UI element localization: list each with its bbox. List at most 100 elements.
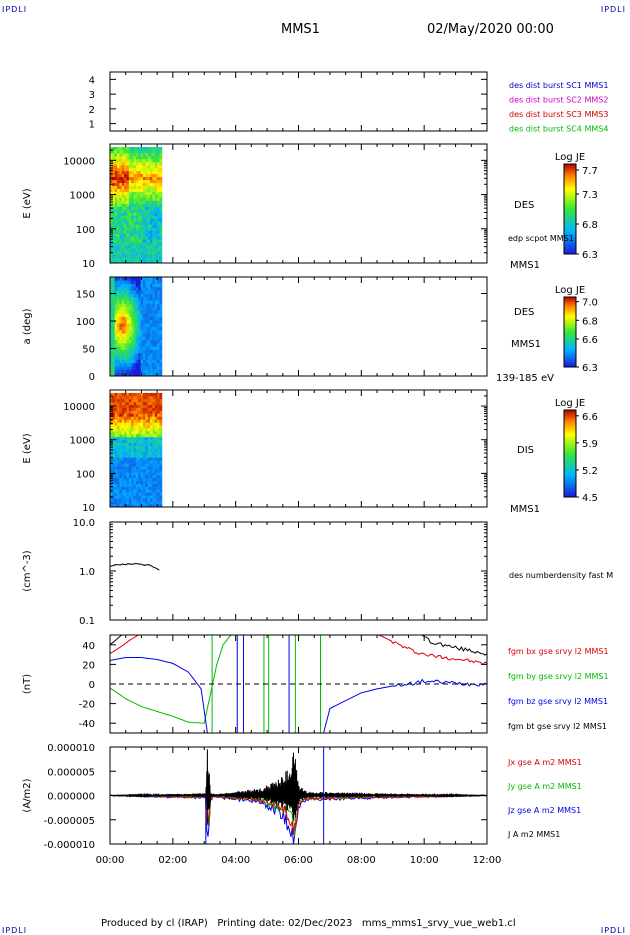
dis-energy-heat-cell bbox=[128, 451, 132, 455]
pitch-heat-cell bbox=[157, 300, 160, 304]
des-energy-heat-cell bbox=[119, 197, 123, 201]
dis-energy-heat-cell bbox=[142, 445, 146, 449]
pitch-heat-cell bbox=[133, 343, 137, 347]
dis-energy-heat-cell bbox=[152, 428, 156, 432]
dis-energy-heat-cell bbox=[135, 468, 139, 473]
pitch-heat-cell bbox=[135, 310, 139, 314]
des-energy-heat-cell bbox=[133, 248, 137, 252]
pitch-heat-cell bbox=[121, 339, 125, 344]
pitch-heat-cell bbox=[112, 362, 116, 367]
des-energy-heat-cell bbox=[159, 152, 163, 157]
des-energy-heat-cell bbox=[121, 230, 125, 234]
des-energy-heat-cell bbox=[110, 185, 113, 190]
pitch-heat-cell bbox=[131, 306, 134, 311]
des-energy-heat-cell bbox=[131, 248, 134, 252]
des-energy-heat-cell bbox=[157, 176, 160, 181]
pitch-heat-cell bbox=[133, 277, 137, 281]
des-energy-heat-cell bbox=[159, 233, 163, 237]
dis-energy-heat-cell bbox=[117, 448, 120, 452]
pitch-heat-cell bbox=[126, 313, 130, 317]
dis-energy-heat-cell bbox=[119, 477, 123, 482]
dis-energy-heat-cell bbox=[157, 430, 160, 435]
dis-energy-heat-cell bbox=[117, 401, 120, 406]
pitch-heat-cell bbox=[124, 316, 127, 321]
pitch-heat-cell bbox=[135, 323, 139, 327]
dis-energy-heat-cell bbox=[114, 504, 118, 508]
dis-energy-heat-cell bbox=[124, 416, 127, 420]
dis-energy-heat-cell bbox=[117, 395, 120, 400]
dis-energy-heat-cell bbox=[126, 436, 130, 441]
des-energy-heat-cell bbox=[150, 254, 153, 258]
pitch-heat-cell bbox=[117, 306, 120, 311]
pitch-heat-cell bbox=[140, 343, 144, 347]
des-energy-heat-cell bbox=[121, 146, 125, 151]
des-energy-heat-cell bbox=[112, 233, 116, 237]
des-energy-heat-cell bbox=[135, 254, 139, 258]
dis-energy-heat-cell bbox=[145, 401, 149, 406]
dis-energy-heat-cell bbox=[142, 501, 146, 505]
des-energy-heat-cell bbox=[112, 230, 116, 234]
des-energy-heat-cell bbox=[114, 254, 118, 258]
dis-energy-heat-cell bbox=[133, 425, 137, 429]
dis-energy-heat-cell bbox=[152, 395, 156, 400]
dis-energy-heat-cell bbox=[110, 492, 113, 496]
des-energy-colorbar bbox=[563, 163, 577, 255]
des-energy-heat-cell bbox=[138, 257, 142, 261]
des-energy-heat-cell bbox=[126, 158, 130, 163]
des-energy-heat-cell bbox=[154, 194, 158, 198]
des-energy-heat-cell bbox=[121, 191, 125, 195]
dis-energy-heat-cell bbox=[121, 457, 125, 461]
pitch-heat-cell bbox=[145, 359, 149, 364]
pitch-heat-cell bbox=[133, 313, 137, 317]
dis-energy-heat-cell bbox=[126, 495, 130, 499]
des-energy-heat-cell bbox=[119, 170, 123, 175]
des-energy-heat-cell bbox=[112, 218, 116, 222]
dis-energy-heat-cell bbox=[157, 483, 160, 487]
des-energy-heat-cell bbox=[140, 194, 144, 198]
current-ylabel: (A/m2) bbox=[22, 778, 33, 812]
des-energy-heat-cell bbox=[135, 167, 139, 172]
dis-energy-heat-cell bbox=[150, 425, 153, 429]
des-energy-heat-cell bbox=[140, 182, 144, 187]
des-energy-heat-cell bbox=[157, 173, 160, 178]
des-energy-heat-cell bbox=[112, 176, 116, 181]
des-energy-heat-cell bbox=[117, 185, 120, 190]
pitch-heat-cell bbox=[128, 339, 132, 344]
dis-energy-heat-cell bbox=[117, 410, 120, 414]
des-energy-heat-cell bbox=[154, 221, 158, 225]
des-energy-heat-cell bbox=[145, 167, 149, 172]
dis-energy-heat-cell bbox=[147, 471, 151, 476]
pitch-heat-cell bbox=[142, 336, 146, 341]
pitch-heat-cell bbox=[114, 329, 118, 334]
des-energy-heat-cell bbox=[133, 251, 137, 255]
dis-energy-heat-cell bbox=[145, 416, 149, 420]
des-energy-heat-cell bbox=[140, 212, 144, 216]
dis-energy-heat-cell bbox=[131, 451, 134, 455]
dis-energy-heat-cell bbox=[112, 407, 116, 411]
dis-energy-heat-cell bbox=[145, 439, 149, 444]
pitch-heat-cell bbox=[121, 356, 125, 360]
pitch-heat-cell bbox=[131, 296, 134, 301]
pitch-heat-cell bbox=[138, 290, 142, 294]
des-energy-heat-cell bbox=[157, 182, 160, 187]
des-energy-heat-cell bbox=[124, 170, 127, 175]
des-energy-heat-cell bbox=[135, 221, 139, 225]
des-energy-heat-cell bbox=[112, 188, 116, 192]
pitch-heat-cell bbox=[128, 329, 132, 334]
pitch-heat-cell bbox=[119, 303, 123, 308]
dis-energy-heat-cell bbox=[110, 442, 113, 446]
des-energy-heat-cell bbox=[119, 194, 123, 198]
dis-energy-heat-cell bbox=[121, 436, 125, 441]
des-energy-heat-cell bbox=[142, 200, 146, 204]
des-energy-heat-cell bbox=[112, 215, 116, 219]
des-energy-heat-cell bbox=[114, 245, 118, 249]
dis-energy-heat-cell bbox=[117, 457, 120, 461]
des-energy-heat-cell bbox=[147, 230, 151, 234]
dis-energy-heat-cell bbox=[150, 442, 153, 446]
pitch-heat-cell bbox=[154, 369, 158, 374]
pitch-heat-cell bbox=[157, 319, 160, 324]
dis-energy-heat-cell bbox=[114, 410, 118, 414]
des-energy-heat-cell bbox=[138, 173, 142, 178]
dis-energy-heat-cell bbox=[154, 492, 158, 496]
dis-energy-heat-cell bbox=[152, 398, 156, 403]
